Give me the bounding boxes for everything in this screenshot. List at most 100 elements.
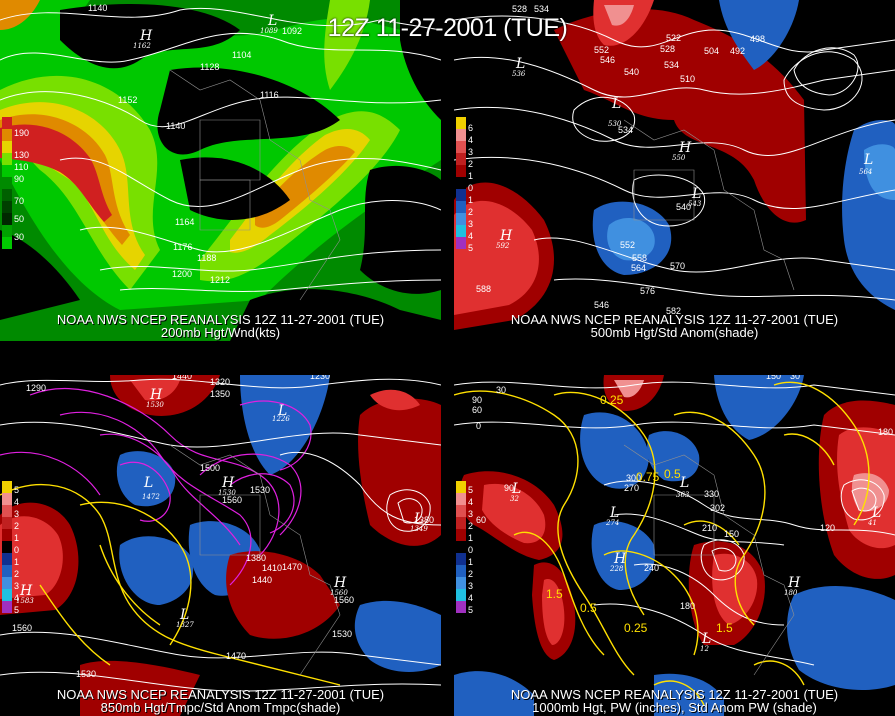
legend-label: 2 bbox=[14, 521, 20, 531]
legend-label: 4 bbox=[468, 135, 474, 145]
legend-label: 5 bbox=[14, 605, 20, 615]
contour-label: 240 bbox=[644, 563, 660, 573]
center-value: 543 bbox=[688, 200, 702, 208]
panel-caption-field: 200mb Hgt/Wnd(kts) bbox=[160, 325, 281, 340]
legend-label: 190 bbox=[14, 128, 30, 138]
main-title: 12Z 11-27-2001 (TUE) bbox=[327, 14, 568, 42]
contour-label: 1104 bbox=[232, 50, 252, 60]
high-pressure-marker: H bbox=[150, 387, 163, 403]
panel-caption-source: NOAA NWS NCEP REANALYSIS 12Z 11-27-2001 … bbox=[56, 312, 385, 327]
legend-label: 5 bbox=[468, 605, 474, 615]
pw-contour-label: 1.5 bbox=[546, 587, 563, 601]
legend-label: 4 bbox=[468, 497, 474, 507]
high-pressure-marker: H bbox=[679, 140, 692, 156]
contour-label: 270 bbox=[624, 483, 640, 493]
center-value: 592 bbox=[496, 242, 510, 250]
contour-label: 1500 bbox=[200, 463, 221, 473]
legend-label: 0 bbox=[468, 183, 474, 193]
contour-label: 30 bbox=[496, 385, 507, 395]
contour-label: 540 bbox=[676, 202, 692, 212]
low-pressure-marker: L bbox=[864, 152, 874, 168]
contour-label: 534 bbox=[618, 125, 634, 135]
contour-label: 1380 bbox=[414, 515, 435, 525]
center-value: 1349 bbox=[410, 525, 428, 533]
contour-label: 90 bbox=[472, 395, 483, 405]
contour-label: 302 bbox=[710, 503, 726, 513]
contour-label: 1200 bbox=[172, 269, 193, 279]
panel-200mb-wind: 190 130 110 90 70 50 30 1140 1152 1128 1… bbox=[0, 0, 441, 341]
high-pressure-marker: H bbox=[140, 28, 153, 44]
legend-label: 3 bbox=[468, 147, 474, 157]
legend-label: 2 bbox=[468, 207, 474, 217]
legend-label: 5 bbox=[468, 243, 474, 253]
legend-label: 0 bbox=[468, 545, 474, 555]
pw-contour-label: 0.5 bbox=[664, 467, 681, 481]
contour-label: 522 bbox=[666, 33, 682, 43]
contour-label: 180 bbox=[878, 427, 894, 437]
contour-label: 1410 bbox=[262, 563, 283, 573]
legend-label: 0 bbox=[14, 545, 20, 555]
contour-label: 1440 bbox=[252, 575, 273, 585]
panel-caption-field: 850mb Hgt/Tmpc/Std Anom Tmpc(shade) bbox=[100, 700, 341, 715]
contour-label: 1140 bbox=[88, 3, 108, 13]
contour-label: 492 bbox=[730, 46, 746, 56]
legend-label: 2 bbox=[468, 521, 474, 531]
contour-label: 552 bbox=[594, 45, 610, 55]
legend-label: 4 bbox=[14, 593, 20, 603]
low-pressure-marker: L bbox=[414, 511, 424, 527]
contour-label: 1128 bbox=[200, 62, 220, 72]
center-value: 564 bbox=[859, 168, 873, 176]
contour-label: 1380 bbox=[246, 553, 267, 563]
contour-label: 576 bbox=[640, 286, 656, 296]
center-value: 180 bbox=[784, 589, 798, 597]
center-value: 1472 bbox=[142, 493, 160, 501]
contour-label: 1152 bbox=[118, 95, 138, 105]
pw-contour-label: 0.25 bbox=[624, 621, 648, 635]
contour-label: 534 bbox=[664, 60, 680, 70]
low-pressure-marker: L bbox=[702, 631, 712, 647]
contour-label: 570 bbox=[670, 261, 686, 271]
contour-label: 540 bbox=[624, 67, 640, 77]
legend-label: 2 bbox=[468, 159, 474, 169]
legend-label: 1 bbox=[14, 557, 20, 567]
low-pressure-marker: L bbox=[680, 475, 690, 491]
panel-500mb-anomaly: 6 4 3 2 1 0 1 2 3 4 5 528 534 552 546 54… bbox=[454, 0, 895, 341]
pw-contour-label: 0.5 bbox=[580, 601, 597, 615]
contour-label: 1470 bbox=[282, 562, 303, 572]
pw-contour-label: 0.25 bbox=[600, 393, 624, 407]
contour-label: 300 bbox=[626, 473, 642, 483]
contour-label: 546 bbox=[600, 55, 616, 65]
legend-label: 70 bbox=[14, 196, 25, 206]
high-pressure-marker: H bbox=[500, 228, 513, 244]
center-value: 1226 bbox=[272, 415, 290, 423]
high-pressure-marker: H bbox=[334, 575, 347, 591]
legend-label: 50 bbox=[14, 214, 25, 224]
contour-label: 510 bbox=[680, 74, 696, 84]
contour-label: 1092 bbox=[282, 26, 303, 36]
contour-label: 552 bbox=[620, 240, 636, 250]
contour-label: 0 bbox=[476, 421, 482, 431]
low-pressure-marker: L bbox=[512, 481, 522, 497]
wind-speed-shading bbox=[0, 0, 441, 341]
center-value: 530 bbox=[608, 120, 622, 128]
legend-label: 1 bbox=[468, 195, 474, 205]
legend-label: 4 bbox=[468, 593, 474, 603]
legend-label: 3 bbox=[14, 509, 20, 519]
center-value: 536 bbox=[512, 70, 526, 78]
legend-label: 4 bbox=[14, 497, 20, 507]
contour-label: 30 bbox=[790, 375, 801, 381]
high-pressure-marker: H bbox=[788, 575, 801, 591]
high-pressure-marker: H bbox=[222, 475, 235, 491]
contour-label: 1560 bbox=[222, 495, 243, 505]
contour-label: 504 bbox=[704, 46, 720, 56]
pw-contour-label: 1.5 bbox=[716, 621, 733, 635]
anomaly-color-legend bbox=[456, 117, 466, 249]
panel-caption-source: NOAA NWS NCEP REANALYSIS 12Z 11-27-2001 … bbox=[510, 687, 839, 702]
center-value: 1560 bbox=[330, 589, 348, 597]
legend-label: 2 bbox=[14, 569, 20, 579]
temp-anomaly-color-legend bbox=[2, 481, 12, 613]
legend-label: 2 bbox=[468, 569, 474, 579]
contour-label: 1176 bbox=[173, 242, 193, 252]
low-pressure-marker: L bbox=[278, 403, 288, 419]
panel-caption-field: 500mb Hgt/Std Anom(shade) bbox=[590, 325, 759, 340]
